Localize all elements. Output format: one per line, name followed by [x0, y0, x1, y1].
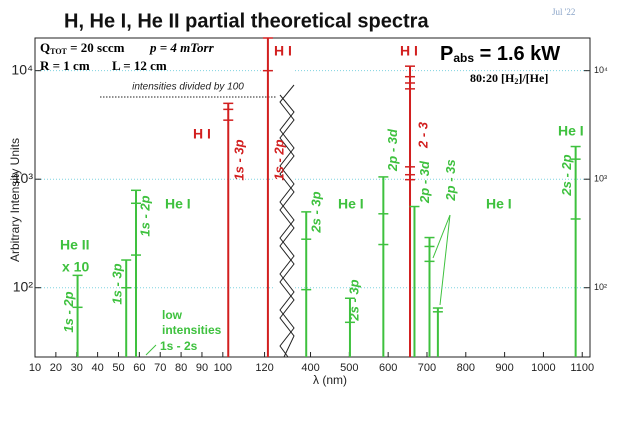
subscript: abs: [453, 51, 474, 65]
symbol: Q: [40, 40, 50, 55]
x-tick-label: 10: [29, 362, 41, 374]
species-label: He I: [486, 196, 512, 212]
x-tick-label: 1000: [531, 362, 555, 374]
species-label: He II: [60, 237, 90, 253]
annotation: low: [162, 308, 183, 322]
transition-label: 1s - 2p: [61, 291, 76, 332]
mixture-part: 80:20 [H: [470, 71, 515, 85]
arrow: [439, 214, 451, 306]
x-tick-label: 60: [133, 362, 145, 374]
transition-label: 1s - 3p: [232, 139, 247, 180]
conditions: QTOT = 20 sccm: [40, 40, 125, 56]
x-tick-label: 500: [340, 362, 358, 374]
transition-label: 2 - 3: [415, 121, 430, 149]
arrow: [432, 214, 451, 259]
x-tick-label: 90: [196, 362, 208, 374]
mixture-part: ]/[He]: [518, 71, 548, 85]
species-label: x 10: [62, 259, 89, 275]
transition-label: 2s - 3p: [309, 191, 324, 233]
y-tick-label: 10⁴: [11, 61, 33, 77]
y-axis-label: Arbitrary Intensity Units: [8, 138, 22, 262]
transition-label: 1s - 3p: [110, 263, 125, 304]
x-tick-label: 40: [91, 362, 103, 374]
x-tick-label: 600: [379, 362, 397, 374]
transition-label: 2s - 2p: [559, 154, 574, 196]
condition: L = 12 cm: [112, 58, 167, 73]
y-tick-label: 10²: [594, 282, 607, 292]
x-tick-label: 70: [154, 362, 166, 374]
condition: p = 4 mTorr: [149, 40, 215, 55]
break-mask: [276, 39, 296, 356]
chart-title: H, He I, He II partial theoretical spect…: [64, 10, 429, 32]
x-tick-label: 800: [457, 362, 475, 374]
condition: R = 1 cm: [40, 58, 90, 73]
transition-label: 2p - 3d: [417, 160, 432, 204]
y-tick-label: 10⁴: [594, 65, 608, 75]
y-tick-label: 10³: [594, 174, 607, 184]
y-tick-label: 10³: [13, 170, 34, 186]
annotation: 1s - 2s: [160, 339, 198, 353]
annotation: intensities: [162, 323, 222, 337]
condition: = 20 sccm: [67, 40, 125, 55]
x-axis-label: λ (nm): [313, 373, 347, 387]
transition-label: 1s - 2p: [271, 139, 286, 180]
arrow: [145, 344, 157, 356]
date: Jul '22: [552, 7, 575, 17]
transition-label: 2p - 3d: [385, 128, 400, 172]
species-label: He I: [558, 123, 584, 139]
x-tick-label: 120: [255, 362, 273, 374]
transition-label: 2p - 3s: [443, 159, 458, 201]
x-tick-label: 700: [418, 362, 436, 374]
axis-break: [279, 94, 295, 358]
x-tick-label: 900: [495, 362, 513, 374]
transition-label: 2s - 3p: [346, 279, 361, 321]
power-value: = 1.6 kW: [474, 43, 560, 65]
symbol: P: [440, 43, 453, 65]
mixture: 80:20 [H2]/[He]: [470, 71, 548, 86]
x-tick-label: 100: [214, 362, 232, 374]
y-tick-label: 10²: [13, 278, 34, 294]
x-tick-label: 1100: [570, 362, 594, 374]
power: Pabs = 1.6 kW: [440, 43, 560, 65]
x-tick-label: 30: [71, 362, 83, 374]
axis-break: [279, 84, 295, 358]
species-label: He I: [338, 196, 364, 212]
subscript: 2: [514, 77, 518, 86]
x-tick-label: 400: [301, 362, 319, 374]
annotation: intensities divided by 100: [132, 82, 244, 93]
species-label: H I: [274, 43, 292, 59]
plot-frame: [34, 37, 591, 358]
x-tick-label: 80: [175, 362, 187, 374]
x-tick-label: 50: [112, 362, 124, 374]
species-label: He I: [165, 196, 191, 212]
species-label: H I: [400, 43, 418, 59]
species-label: H I: [193, 126, 211, 142]
transition-label: 1s - 2p: [137, 195, 152, 236]
subscript: TOT: [50, 47, 67, 56]
x-tick-label: 20: [50, 362, 62, 374]
